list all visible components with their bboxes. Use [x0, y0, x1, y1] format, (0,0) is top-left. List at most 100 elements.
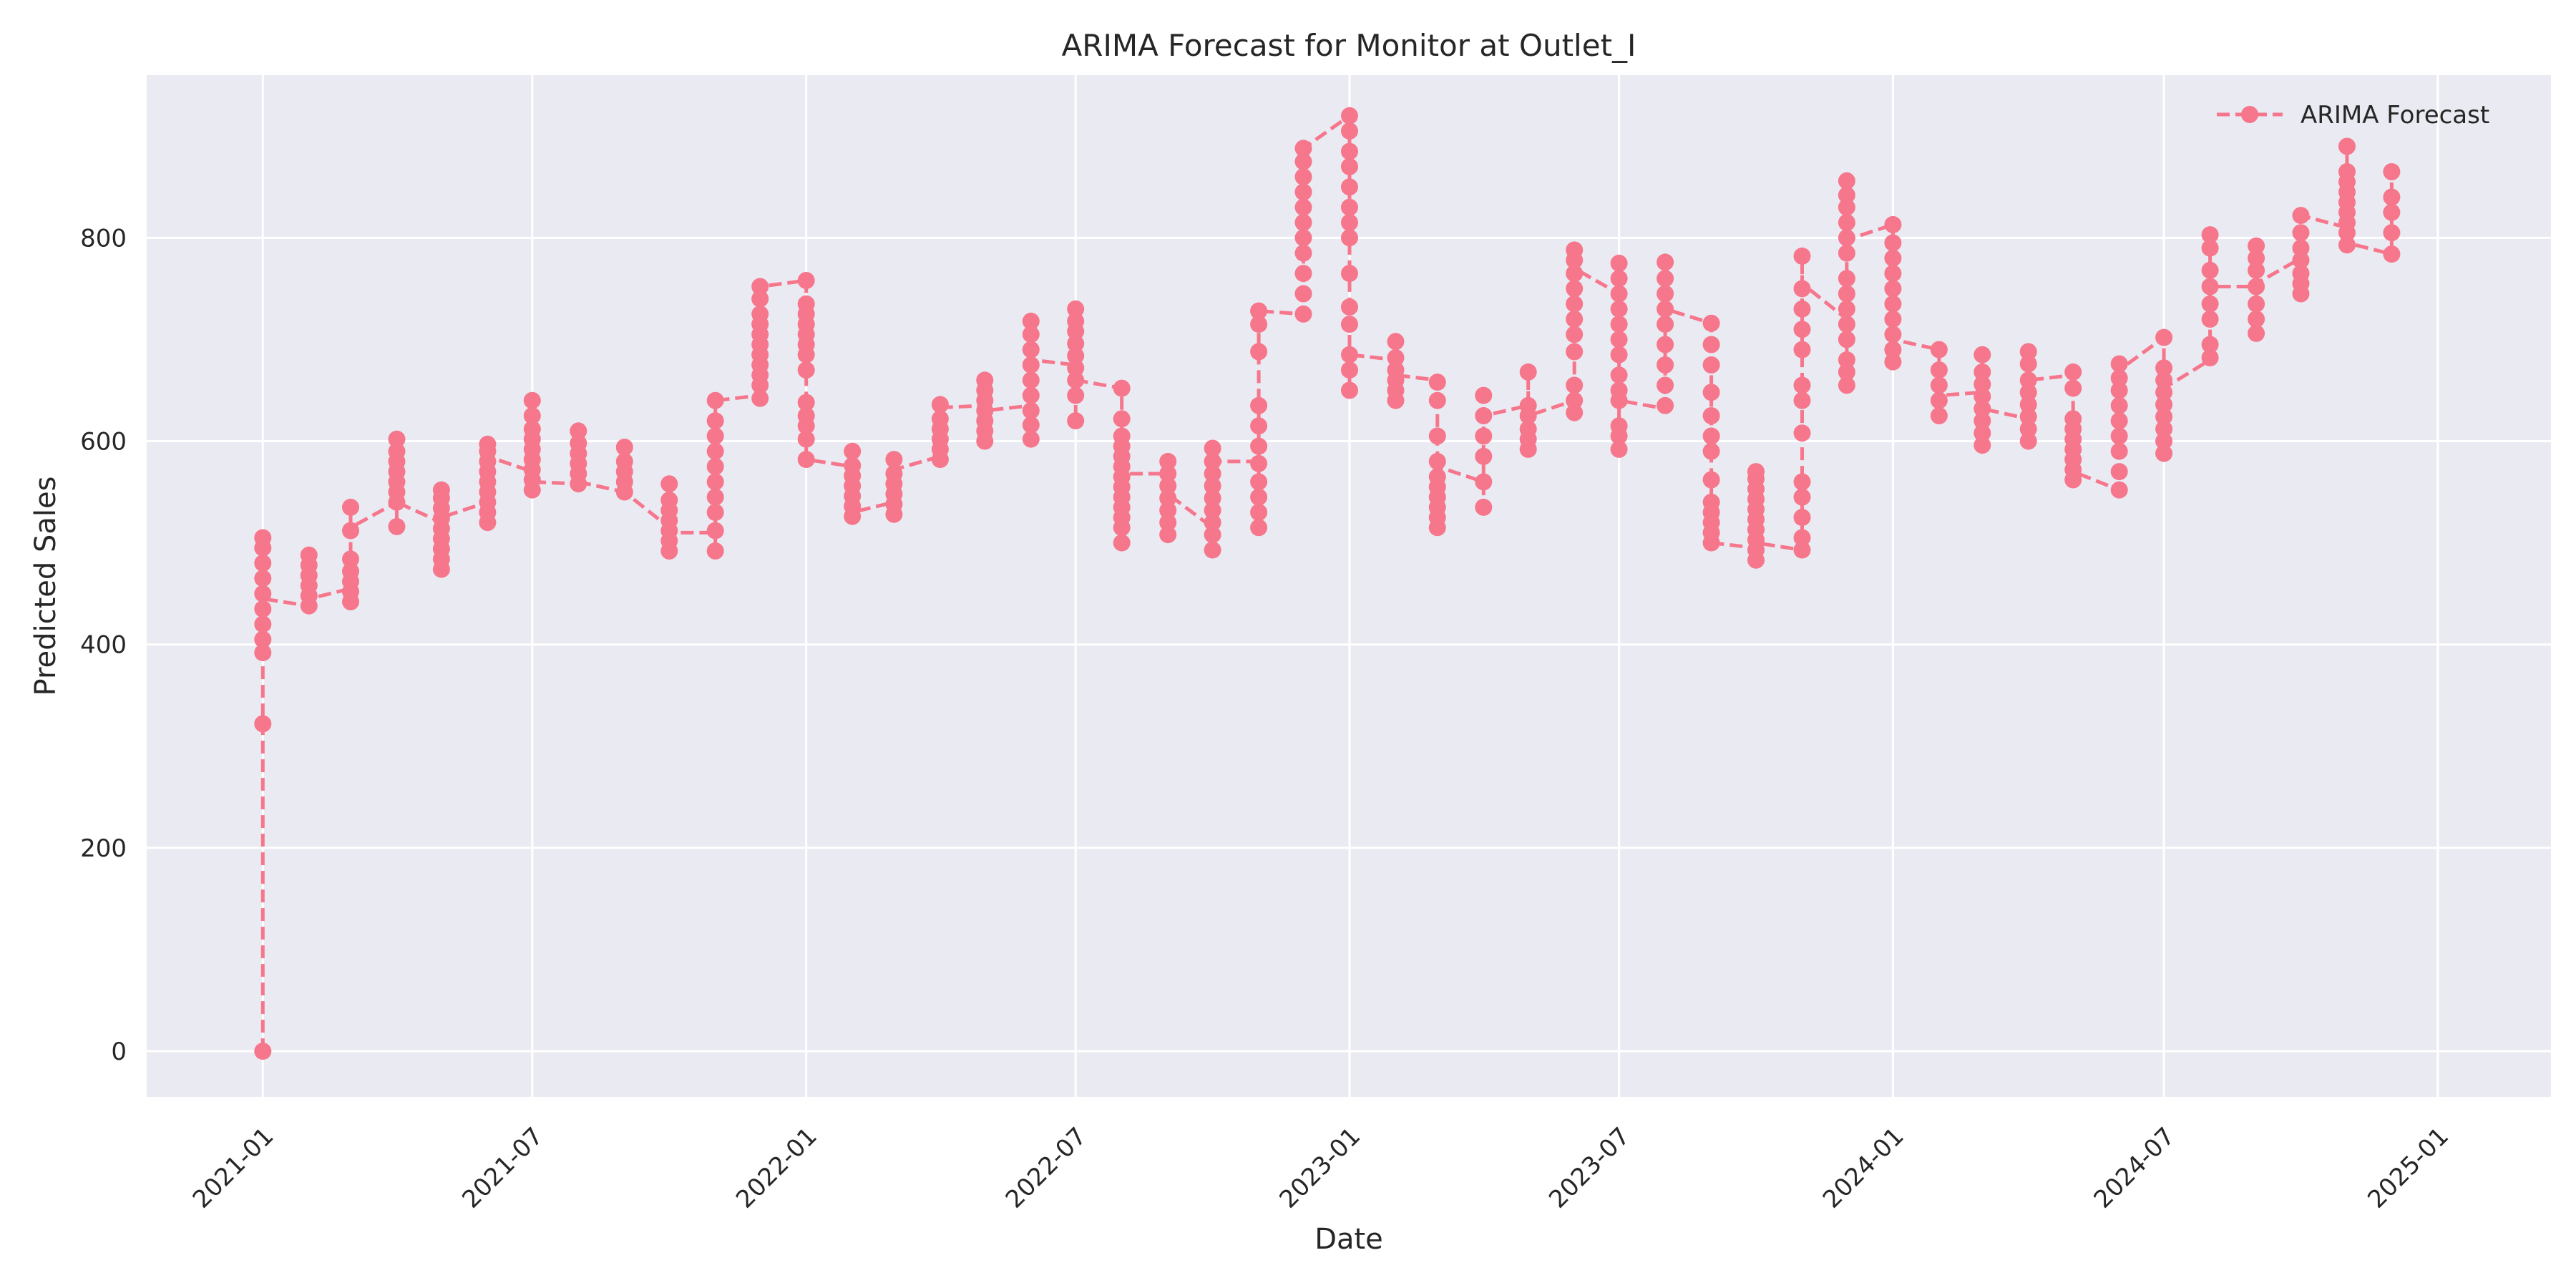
- x-tick-label: 2021-07: [457, 1122, 549, 1214]
- data-point: [1794, 301, 1811, 318]
- data-point: [1838, 270, 1855, 287]
- data-point: [2111, 412, 2128, 429]
- data-point: [2202, 296, 2219, 313]
- data-point: [1295, 168, 1312, 185]
- data-point: [1023, 387, 1040, 404]
- data-point: [1931, 341, 1948, 358]
- legend-marker: [2241, 106, 2258, 123]
- data-point: [1023, 313, 1040, 330]
- data-point: [1703, 315, 1720, 332]
- data-point: [1931, 376, 1948, 394]
- data-point: [1475, 448, 1492, 465]
- y-axis-label: Predicted Sales: [29, 477, 62, 696]
- data-point: [1475, 427, 1492, 444]
- data-point: [1611, 366, 1628, 384]
- data-point: [1475, 387, 1492, 404]
- data-point: [2293, 240, 2310, 257]
- data-point: [1838, 229, 1855, 246]
- data-point: [1341, 143, 1358, 160]
- data-point: [1657, 376, 1674, 394]
- x-tick-label: 2023-01: [1274, 1122, 1366, 1214]
- data-point: [254, 1043, 271, 1060]
- data-point: [1611, 417, 1628, 434]
- data-point: [2202, 336, 2219, 353]
- data-point: [1341, 122, 1358, 140]
- data-point: [1703, 427, 1720, 444]
- data-point: [1884, 250, 1901, 267]
- data-point: [254, 585, 271, 602]
- data-point: [301, 547, 318, 564]
- data-point: [1429, 468, 1446, 485]
- data-point: [1250, 343, 1267, 361]
- data-point: [660, 475, 678, 492]
- data-point: [2202, 226, 2219, 243]
- x-tick-label: 2022-01: [731, 1122, 823, 1214]
- data-point: [1838, 172, 1855, 190]
- data-point: [932, 396, 949, 413]
- data-point: [1703, 494, 1720, 511]
- data-point: [254, 570, 271, 587]
- data-point: [1295, 245, 1312, 262]
- data-point: [2202, 278, 2219, 296]
- data-point: [2020, 371, 2037, 389]
- data-point: [1703, 443, 1720, 460]
- data-point: [1250, 455, 1267, 472]
- data-point: [2064, 410, 2082, 427]
- data-point: [389, 431, 406, 448]
- data-point: [1884, 311, 1901, 328]
- x-tick-label: 2025-01: [2362, 1122, 2454, 1214]
- x-tick-label: 2021-01: [187, 1122, 280, 1214]
- x-axis-label: Date: [1314, 1223, 1383, 1256]
- data-point: [1295, 214, 1312, 231]
- data-point: [2338, 163, 2356, 180]
- data-point: [798, 451, 815, 468]
- data-point: [2064, 380, 2082, 397]
- data-point: [1566, 343, 1583, 361]
- data-point: [1429, 392, 1446, 409]
- data-point: [1159, 453, 1176, 470]
- data-point: [1429, 453, 1446, 470]
- data-point: [1204, 440, 1221, 457]
- data-point: [2248, 296, 2265, 313]
- data-point: [254, 716, 271, 733]
- data-point: [1566, 296, 1583, 313]
- data-point: [1838, 351, 1855, 369]
- data-point: [2383, 245, 2400, 263]
- x-tick-label: 2024-07: [2089, 1122, 2181, 1214]
- data-point: [1838, 286, 1855, 303]
- data-point: [1931, 392, 1948, 409]
- data-point: [1657, 336, 1674, 353]
- data-point: [1794, 280, 1811, 297]
- data-point: [885, 451, 902, 468]
- data-point: [2202, 311, 2219, 328]
- data-point: [524, 407, 541, 424]
- data-point: [1475, 407, 1492, 424]
- data-point: [1931, 407, 1948, 424]
- data-point: [1794, 376, 1811, 394]
- data-point: [1611, 270, 1628, 287]
- data-point: [976, 371, 993, 389]
- data-point: [1794, 509, 1811, 526]
- data-point: [1295, 265, 1312, 282]
- data-point: [751, 278, 769, 296]
- data-point: [1838, 331, 1855, 348]
- data-point: [798, 296, 815, 313]
- data-point: [798, 272, 815, 289]
- data-point: [1931, 361, 1948, 379]
- data-point: [389, 518, 406, 535]
- data-point: [570, 422, 587, 439]
- data-point: [1250, 504, 1267, 521]
- data-point: [2248, 238, 2265, 255]
- data-point: [1250, 397, 1267, 414]
- data-point: [1250, 417, 1267, 434]
- data-point: [342, 499, 359, 516]
- data-point: [1204, 542, 1221, 559]
- data-point: [1341, 382, 1358, 399]
- data-point: [1250, 473, 1267, 490]
- x-tick-label: 2023-07: [1543, 1122, 1636, 1214]
- data-point: [707, 489, 724, 506]
- data-point: [1794, 341, 1811, 358]
- data-point: [707, 427, 724, 444]
- data-point: [1747, 463, 1765, 480]
- y-axis-ticks: 0 200 400 600 800: [80, 224, 127, 1066]
